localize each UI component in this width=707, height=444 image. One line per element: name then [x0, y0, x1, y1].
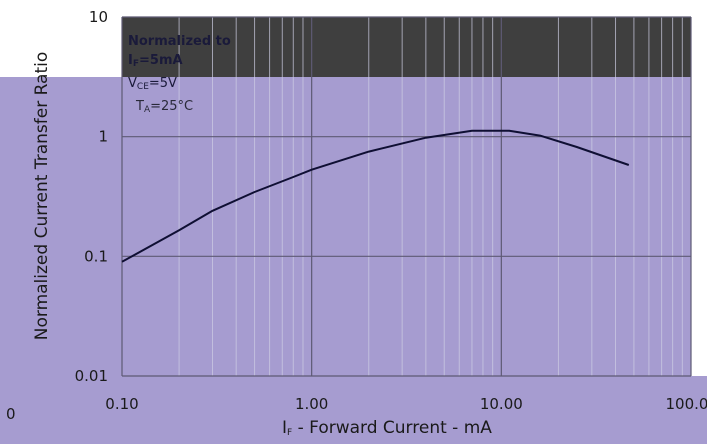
annotation-line-1-subscript: F	[132, 59, 139, 69]
y-axis-label: Normalized Current Transfer Ratio	[32, 52, 52, 340]
x-axis-label-subscript: F	[287, 428, 293, 438]
annotation-line-2-value: =5V	[148, 76, 177, 91]
y-tick-label: 0.1	[84, 247, 108, 265]
x-axis-label-symbol: I	[282, 418, 288, 438]
annotation-line-3-symbol: T	[136, 99, 144, 114]
annotation-line-3-subscript: A	[143, 105, 151, 115]
upper-plot-region	[122, 17, 691, 77]
x-tick-label: 100.0	[666, 395, 707, 413]
annotation-box: Normalized to IF=5mA VCE=5V TA=25°C	[128, 32, 231, 120]
annotation-line-1-symbol: I	[128, 53, 133, 68]
x-tick-label: 1.00	[295, 395, 328, 413]
grid	[121, 16, 692, 377]
series-layer	[121, 129, 630, 263]
y-tick-label: 10	[89, 8, 108, 26]
x-axis-label: IF - Forward Current - mA	[282, 418, 492, 438]
x-tick-label: 10.00	[480, 395, 523, 413]
annotation-line-3-value: =25°C	[150, 99, 194, 114]
annotation-line-1-value: =5mA	[139, 53, 183, 68]
annotation-line-2-symbol: V	[128, 76, 137, 91]
page-band-bottom	[122, 376, 707, 444]
series-line-0	[121, 129, 630, 263]
y-tick-label: 1	[98, 128, 108, 146]
left-tick-fragment: 0	[6, 405, 16, 423]
y-tick-label: 0.01	[75, 367, 108, 385]
annotation-line-1: IF=5mA	[128, 51, 231, 74]
x-axis-label-text: - Forward Current - mA	[292, 418, 492, 438]
page-band	[0, 77, 122, 444]
annotation-line-2-subscript: CE	[136, 82, 149, 92]
annotation-heading: Normalized to	[128, 34, 231, 49]
tick-labels: 0.10 1.00 10.00 100.0 0.01 0.1 1 10	[75, 8, 707, 413]
annotation-line-3: TA=25°C	[136, 97, 231, 120]
annotation-line-2: VCE=5V	[128, 74, 231, 97]
x-tick-label: 0.10	[105, 395, 138, 413]
